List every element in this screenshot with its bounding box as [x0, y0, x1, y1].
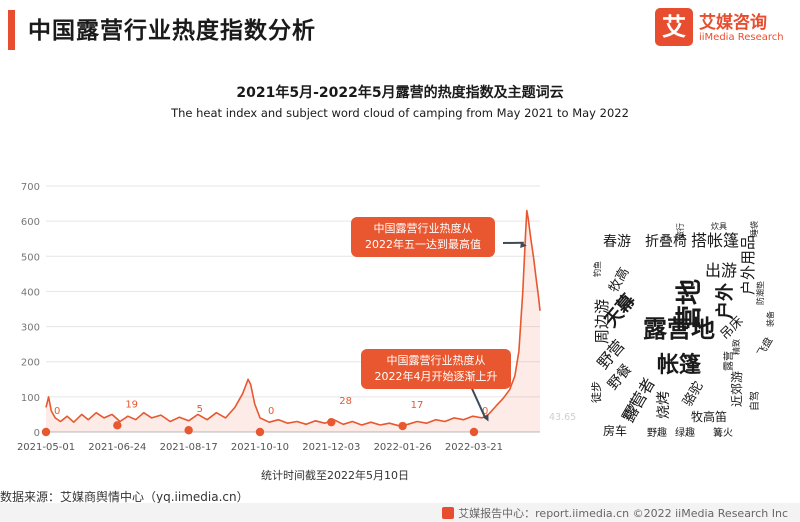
word-cloud-word: 户外用品 [739, 234, 757, 295]
stat-date-note: 统计时间截至2022年5月10日 [261, 469, 409, 482]
word-cloud-word: 折叠椅 [645, 234, 687, 250]
y-tick-label: 500 [21, 252, 40, 263]
word-cloud-word: 精致 [732, 339, 741, 355]
word-cloud-word: 炊具 [711, 222, 727, 231]
marker-point [184, 426, 193, 435]
word-cloud-word: 旅行 [676, 223, 685, 239]
iimedia-logo: 艾 艾媒咨询 iiMedia Research [655, 6, 795, 50]
x-tick-label: 2021-12-03 [302, 442, 360, 453]
marker-label: 28 [339, 396, 352, 407]
word-cloud-word: 牧高 [606, 265, 633, 296]
word-cloud-word: 户外 [715, 283, 736, 319]
footer-text-content: 艾媒报告中心：report.iimedia.cn ©2022 iiMedia R… [458, 507, 788, 520]
y-tick-label: 300 [21, 323, 40, 334]
marker-point [255, 427, 265, 437]
peak-callout-line1: 中国露营行业热度从 [373, 222, 473, 235]
footer-logo-icon [442, 507, 455, 519]
chart-subtitle: The heat index and subject word cloud of… [171, 106, 629, 120]
x-tick-label: 2021-08-17 [160, 442, 218, 453]
page-title: 中国露营行业热度指数分析 [28, 18, 316, 44]
rise-callout-line2: 2022年4月开始逐渐上升 [374, 370, 498, 383]
x-tick-label: 2022-03-21 [445, 442, 503, 453]
marker-point [398, 421, 407, 431]
word-cloud-word: 骆驼 [680, 379, 707, 410]
footer-bar: 艾媒报告中心：report.iimedia.cn ©2022 iiMedia R… [0, 503, 800, 522]
y-tick-label: 100 [21, 393, 40, 404]
word-cloud-word: 自驾 [750, 391, 761, 411]
word-cloud-word: 篝火 [713, 428, 733, 439]
x-tick-label: 2022-01-26 [374, 442, 432, 453]
marker-label: 19 [125, 399, 138, 410]
word-cloud-word: 防潮垫 [756, 281, 765, 305]
marker-label: 0 [268, 406, 274, 417]
word-cloud-word: 帐篷 [657, 353, 702, 378]
word-cloud-word: 绿趣 [675, 428, 695, 439]
word-cloud-word: 装备 [766, 311, 775, 327]
marker-point [469, 427, 479, 437]
word-cloud-word: 周边游 [593, 298, 611, 344]
end-value-label: 43.65 [549, 412, 576, 423]
peak-callout: 中国露营行业热度从 2022年五一达到最高值 [351, 217, 495, 257]
y-tick-label: 400 [21, 287, 40, 298]
word-cloud-word: 牧高笛 [691, 410, 728, 424]
logo-en-text: iiMedia Research [699, 32, 784, 43]
data-source: 数据来源：艾媒商舆情中心（yq.iimedia.cn） [0, 490, 249, 504]
peak-callout-line2: 2022年五一达到最高值 [365, 238, 481, 251]
y-tick-label: 200 [21, 358, 40, 369]
word-cloud-word: 野趣 [647, 428, 667, 439]
rise-callout: 中国露营行业热度从 2022年4月开始逐渐上升 [361, 349, 511, 389]
y-tick-label: 600 [21, 217, 40, 228]
word-cloud-word: 睡袋 [750, 221, 759, 237]
word-cloud-word: 营地 [675, 278, 705, 331]
logo-cn-text: 艾媒咨询 [699, 13, 767, 33]
marker-point [327, 417, 336, 427]
marker-point [113, 421, 122, 430]
series-line [45, 209, 541, 427]
word-cloud-word: 钓鱼 [593, 261, 602, 277]
logo-mark: 艾 [655, 8, 693, 46]
word-cloud-word: 烧烤 [656, 391, 672, 419]
word-cloud: 春游 折叠椅 搭帐篷 露营地 营地 户外 出游 帐篷 天幕 周边游 牧高 户外用品 吊床 野营 野餐 露营者烧… [591, 221, 777, 448]
rise-callout-line1: 中国露营行业热度从 [386, 354, 486, 367]
marker-label: 0 [54, 406, 60, 417]
word-cloud-word: 近郊游 [730, 370, 744, 407]
annotation-arrowhead [520, 242, 527, 248]
x-tick-label: 2021-10-10 [231, 442, 289, 453]
title-bar: 中国露营行业热度指数分析 艾 艾媒咨询 iiMedia Research [0, 0, 800, 56]
chart-title: 2021年5月-2022年5月露营的热度指数及主题词云 [236, 85, 564, 101]
y-tick-label: 700 [21, 182, 40, 193]
word-cloud-word: 徒步 [591, 381, 603, 403]
x-tick-label: 2021-06-24 [88, 442, 146, 453]
marker-label: 0 [482, 406, 488, 417]
annotation-arrowhead [483, 414, 489, 422]
word-cloud-word: 飞盘 [755, 335, 776, 359]
footer-text: 艾媒报告中心：report.iimedia.cn ©2022 iiMedia R… [442, 505, 788, 521]
marker-point [41, 427, 51, 437]
word-cloud-word: 出游 [705, 261, 738, 280]
title-accent-bar [8, 10, 15, 50]
word-cloud-word: 春游 [603, 234, 631, 250]
marker-label: 17 [411, 400, 424, 411]
word-cloud-word: 房车 [603, 424, 628, 438]
word-cloud-word: 露营地 [643, 315, 715, 343]
y-tick-label: 0 [34, 428, 40, 439]
word-cloud-word: 搭帐篷 [691, 231, 740, 250]
marker-label: 5 [197, 404, 203, 415]
x-tick-label: 2021-05-01 [17, 442, 75, 453]
